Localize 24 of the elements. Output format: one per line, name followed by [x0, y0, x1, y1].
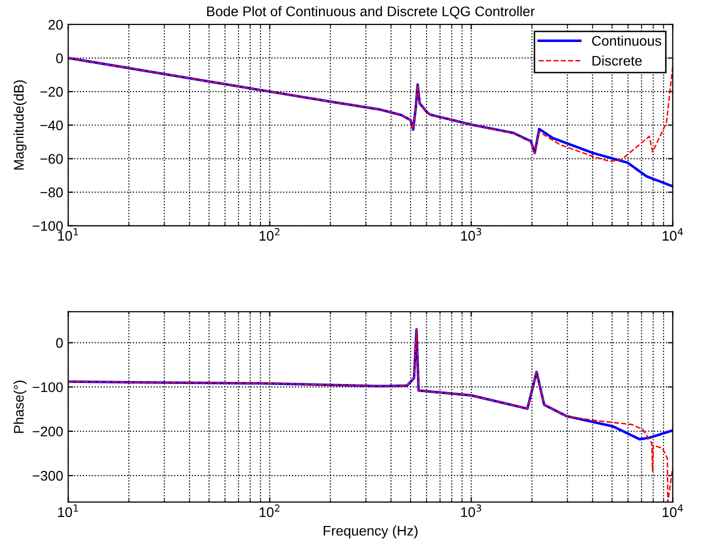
x-tick-label: 10$^{3}$: [461, 228, 482, 241]
y-tick-label: −100: [32, 221, 63, 231]
legend-label: Continuous: [592, 36, 662, 46]
y-tick-label: 0: [56, 338, 63, 348]
y-tick-label: −60: [40, 154, 63, 164]
x-tick-label: 10$^{3}$: [461, 504, 482, 518]
y-tick-label: 20: [48, 20, 63, 30]
x-tick-label: 10$^{2}$: [260, 228, 280, 241]
x-tick-label: 10$^{1}$: [58, 504, 78, 518]
y-tick-label: −100: [32, 382, 63, 392]
x-tick-label: 10$^{2}$: [260, 504, 280, 518]
legend-label: Discrete: [592, 55, 642, 66]
y-axis-title: Phase(°): [14, 380, 26, 433]
x-axis-title: Frequency (Hz): [324, 525, 418, 538]
y-tick-label: −200: [32, 426, 63, 436]
x-tick-label: 10$^{4}$: [662, 504, 683, 518]
x-tick-label: 10$^{4}$: [662, 228, 683, 241]
chart-title: Bode Plot of Continuous and Discrete LQG Controller: [207, 6, 535, 19]
y-tick-label: −300: [32, 470, 63, 481]
y-tick-label: −40: [40, 120, 63, 130]
y-axis-title: Magnitude(dB): [14, 80, 26, 170]
y-tick-label: 0: [56, 53, 63, 64]
y-tick-label: −80: [40, 188, 63, 198]
y-tick-label: −20: [40, 86, 63, 97]
